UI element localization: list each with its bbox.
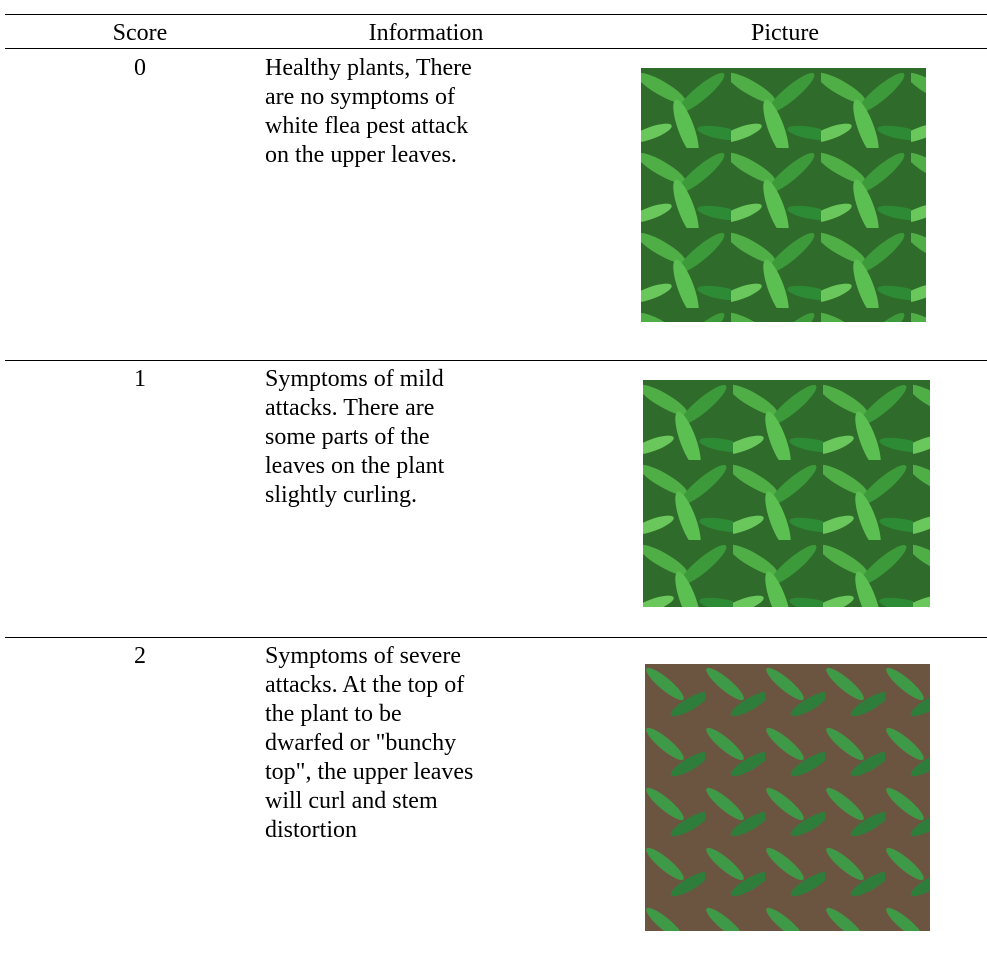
info-line: top", the upper leaves bbox=[265, 759, 474, 785]
info-line: leaves on the plant bbox=[265, 453, 445, 479]
plant-photo bbox=[645, 664, 930, 931]
photo-fill bbox=[643, 380, 930, 607]
row-rule bbox=[5, 637, 987, 638]
photo-fill bbox=[641, 68, 926, 322]
info-line: some parts of the bbox=[265, 424, 430, 450]
top-rule bbox=[5, 14, 987, 15]
info-line: attacks. There are bbox=[265, 395, 435, 421]
header-cell: Information bbox=[368, 20, 484, 46]
info-line: Symptoms of mild bbox=[265, 366, 444, 392]
info-line: on the upper leaves. bbox=[265, 142, 457, 168]
info-line: the plant to be bbox=[265, 701, 402, 727]
score-cell: 2 bbox=[134, 643, 146, 669]
info-line: dwarfed or "bunchy bbox=[265, 730, 457, 756]
row-rule bbox=[5, 360, 987, 361]
info-line: white flea pest attack bbox=[265, 113, 469, 139]
header-cell: Score bbox=[112, 20, 168, 46]
score-cell: 0 bbox=[134, 55, 146, 81]
header-rule bbox=[5, 48, 987, 49]
plant-photo bbox=[643, 380, 930, 607]
plant-photo bbox=[641, 68, 926, 322]
info-line: attacks. At the top of bbox=[265, 672, 465, 698]
score-cell: 1 bbox=[134, 366, 146, 392]
info-line: distortion bbox=[265, 817, 358, 843]
info-line: Healthy plants, There bbox=[265, 55, 472, 81]
info-line: slightly curling. bbox=[265, 482, 417, 508]
header-cell: Picture bbox=[751, 20, 819, 46]
info-line: Symptoms of severe bbox=[265, 643, 461, 669]
info-line: will curl and stem bbox=[265, 788, 438, 814]
info-line: are no symptoms of bbox=[265, 84, 455, 110]
photo-fill bbox=[645, 664, 930, 931]
